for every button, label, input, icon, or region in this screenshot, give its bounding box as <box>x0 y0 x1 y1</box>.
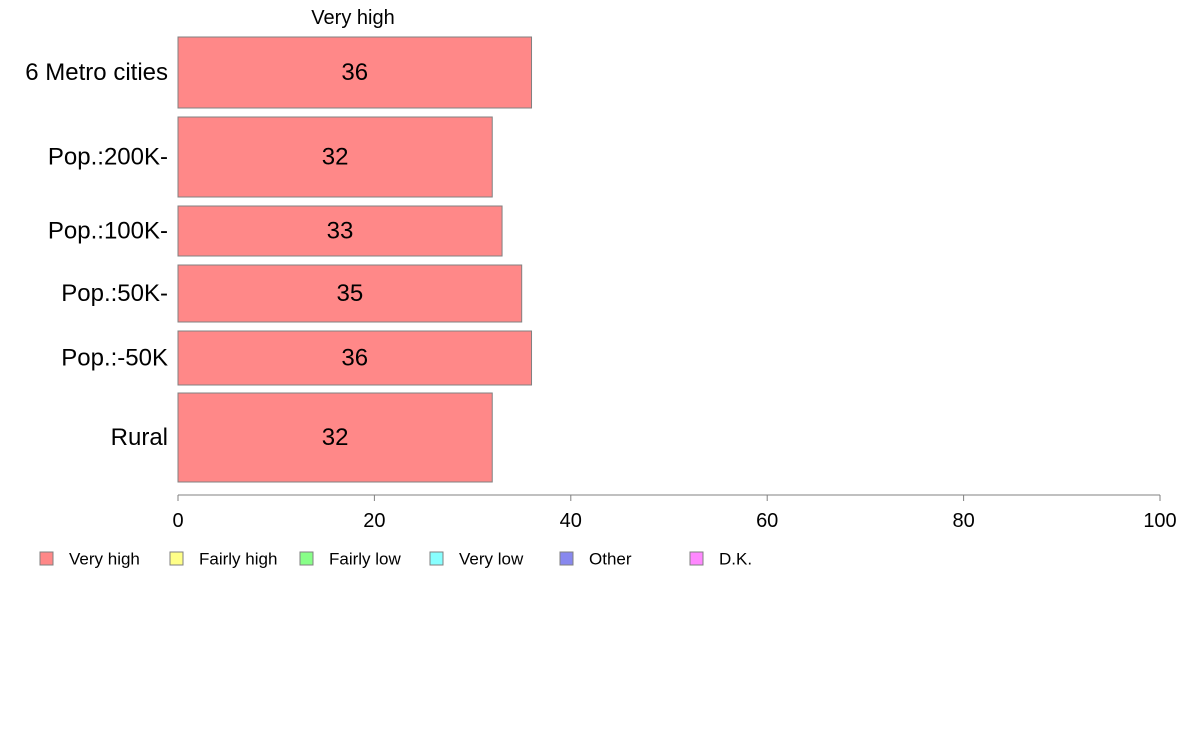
x-tick-label-0: 0 <box>172 510 183 532</box>
x-tick-label-3: 60 <box>756 510 778 532</box>
x-axis: 0 20 40 60 80 100 <box>172 494 1177 532</box>
legend-label-1: Fairly high <box>199 550 277 569</box>
data-label-4-0: 36 <box>341 345 368 372</box>
legend-label-2: Fairly low <box>329 550 402 569</box>
category-label-3: Pop.:50K- <box>61 280 168 307</box>
legend-swatch-5 <box>689 551 704 566</box>
legend-label-5: D.K. <box>719 550 752 569</box>
x-tick-label-2: 40 <box>560 510 582 532</box>
category-label-0: 6 Metro cities <box>25 59 168 86</box>
legend-swatch-0 <box>39 551 54 566</box>
legend: Very high Fairly high Fairly low Very low Ot… <box>39 550 752 569</box>
bar-5-0 <box>177 392 493 483</box>
data-label-5-0: 32 <box>322 424 349 451</box>
data-label-3-0: 35 <box>336 280 363 307</box>
bar-3-0 <box>177 264 523 323</box>
legend-label-3: Very low <box>459 550 524 569</box>
legend-label-0: Very high <box>69 550 140 569</box>
bar-0-0 <box>177 36 533 109</box>
x-tick-label-4: 80 <box>952 510 974 532</box>
x-tick-label-1: 20 <box>363 510 385 532</box>
category-label-2: Pop.:100K- <box>48 218 168 245</box>
bars-group: 36 32 33 35 36 32 <box>177 36 533 483</box>
data-label-1-0: 32 <box>322 144 349 171</box>
x-tick-label-5: 100 <box>1143 510 1176 532</box>
bar-4-0 <box>177 330 533 386</box>
category-label-5: Rural <box>111 424 168 451</box>
bar-1-0 <box>177 116 493 198</box>
legend-swatch-3 <box>429 551 444 566</box>
category-label-4: Pop.:-50K <box>61 345 168 372</box>
category-labels: 6 Metro cities Pop.:200K- Pop.:100K- Pop.:5… <box>25 59 168 451</box>
legend-swatch-1 <box>169 551 184 566</box>
legend-label-4: Other <box>589 550 632 569</box>
column-header: Very high <box>311 7 394 29</box>
data-label-2-0: 33 <box>327 218 354 245</box>
legend-swatch-4 <box>559 551 574 566</box>
category-label-1: Pop.:200K- <box>48 144 168 171</box>
bar-2-0 <box>177 205 503 257</box>
legend-swatch-2 <box>299 551 314 566</box>
data-label-0-0: 36 <box>341 59 368 86</box>
